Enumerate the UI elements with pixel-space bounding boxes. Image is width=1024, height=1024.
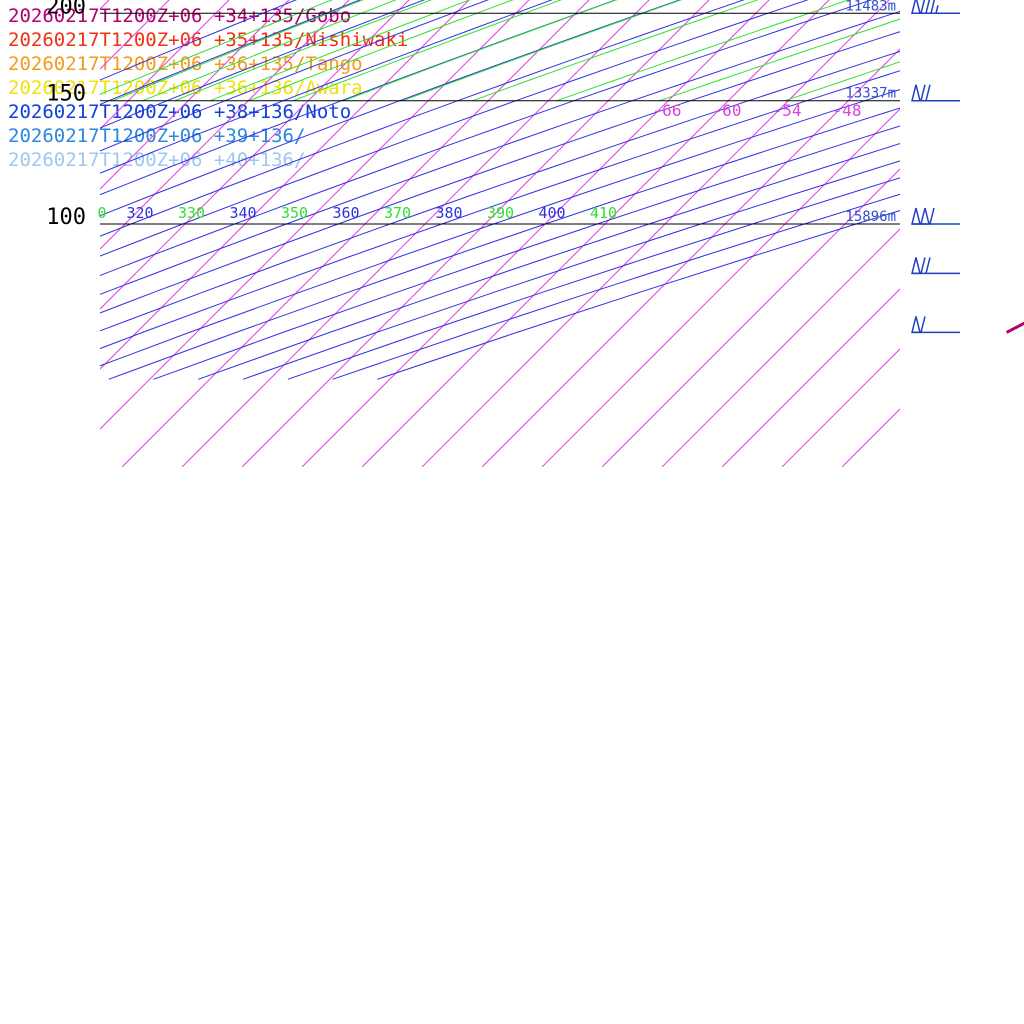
pressure-label: 150 <box>46 82 86 107</box>
theta-label: 360 <box>332 204 359 222</box>
wind-barb-pennant <box>911 316 921 334</box>
dry-adiabat-line <box>100 0 681 217</box>
isotherm-line <box>721 288 900 468</box>
legend-entry: 20260217T1200Z+06 +39+136/ <box>8 125 306 147</box>
moist-adiabat-line <box>556 0 850 102</box>
isotherm-line <box>100 0 530 430</box>
upper-isotherm-label: -54 <box>773 101 802 120</box>
isotherm-line <box>0 0 465 467</box>
isotherm-line <box>601 168 900 468</box>
isotherm-line <box>100 0 110 10</box>
isotherm-line <box>100 0 230 130</box>
moist-adiabat-line <box>931 0 1024 101</box>
dry-adiabat-line <box>100 0 426 129</box>
dry-adiabat-line <box>242 160 900 380</box>
wind-barb-half <box>935 5 939 14</box>
dry-adiabat-line <box>100 0 873 277</box>
isotherm-line <box>661 228 900 468</box>
isotherm-line <box>241 0 710 468</box>
wind-barb-full <box>925 84 931 101</box>
dry-adiabat-line <box>100 0 489 152</box>
legend-entry: 20260217T1200Z+06 +35+135/Nishiwaki <box>8 29 409 51</box>
theta-label: 0 <box>97 204 106 222</box>
isotherm-line <box>902 0 1024 467</box>
isotherm-line <box>100 0 470 370</box>
dry-adiabat-line <box>100 0 745 237</box>
temperature-profile-line <box>1005 321 1024 334</box>
wind-barb-full <box>920 0 926 14</box>
moist-adiabat-line <box>472 0 759 102</box>
height-label: 15896m <box>845 209 896 225</box>
wind-barb-pennant <box>911 257 921 275</box>
dry-adiabat-line <box>332 193 900 380</box>
dry-adiabat-line <box>100 0 809 257</box>
isotherm-line <box>100 0 170 70</box>
sounding-series <box>1005 321 1024 334</box>
dry-adiabat-line <box>100 0 617 196</box>
wind-barb-full <box>929 207 935 225</box>
dry-adiabat-line <box>100 50 900 332</box>
isotherm-line <box>481 48 900 468</box>
isotherm-line <box>0 0 405 467</box>
upper-isotherm-label: -66 <box>653 101 682 120</box>
moist-adiabat-line <box>784 61 900 102</box>
wind-barb-full <box>925 0 931 14</box>
dry-adiabat-line <box>100 0 298 81</box>
dry-adiabat-line <box>100 10 900 295</box>
wind-barb-full <box>920 257 926 274</box>
theta-label: 350 <box>281 204 308 222</box>
isotherm-line <box>361 0 830 468</box>
isotherm-line <box>962 0 1024 467</box>
theta-label: 400 <box>538 204 565 222</box>
wind-barb-full <box>920 84 926 101</box>
theta-label: 380 <box>435 204 462 222</box>
isobar-lines <box>100 12 900 225</box>
wind-barb-pennant <box>911 84 921 102</box>
wind-barb-full <box>930 0 936 14</box>
pressure-label: 200 <box>46 0 86 19</box>
isotherm-lines <box>0 0 1024 468</box>
wind-barb-pennant <box>911 207 921 225</box>
isotherm-line <box>541 108 900 468</box>
legend: 20260217T1200Z+06 +34+135/Gobo 20260217T1… <box>8 4 408 172</box>
upper-isotherm-label: -60 <box>713 101 742 120</box>
theta-label: 340 <box>229 204 256 222</box>
dry-adiabat-line <box>100 31 900 314</box>
legend-entry: 20260217T1200Z+06 +34+135/Gobo <box>8 5 352 27</box>
wind-barb-full <box>920 316 926 333</box>
isotherm-line <box>301 0 770 468</box>
isotherm-line <box>121 0 590 468</box>
pressure-label: 100 <box>46 205 86 230</box>
theta-label: 370 <box>384 204 411 222</box>
theta-label: 410 <box>590 204 617 222</box>
dry-adiabat-line <box>100 0 362 105</box>
dry-adiabat-lines <box>100 0 900 380</box>
dry-adiabat-line <box>100 0 553 174</box>
theta-label: 330 <box>178 204 205 222</box>
wind-barbs <box>911 0 960 334</box>
isotherm-line <box>100 0 290 190</box>
isotherm-line <box>841 408 900 468</box>
height-label: 11483m <box>845 0 896 14</box>
wind-barb-pennant <box>911 0 921 15</box>
wind-barb-full <box>925 257 931 274</box>
wind-barb-pennant <box>920 207 930 225</box>
isotherm-line <box>421 0 890 468</box>
theta-label: 320 <box>126 204 153 222</box>
upper-isotherm-label: -48 <box>833 101 862 120</box>
isotherm-line <box>181 0 650 468</box>
theta-label: 390 <box>487 204 514 222</box>
axis-labels: 10015896m15013337m20011483m25010037m3008… <box>46 0 896 230</box>
height-label: 13337m <box>845 86 896 102</box>
